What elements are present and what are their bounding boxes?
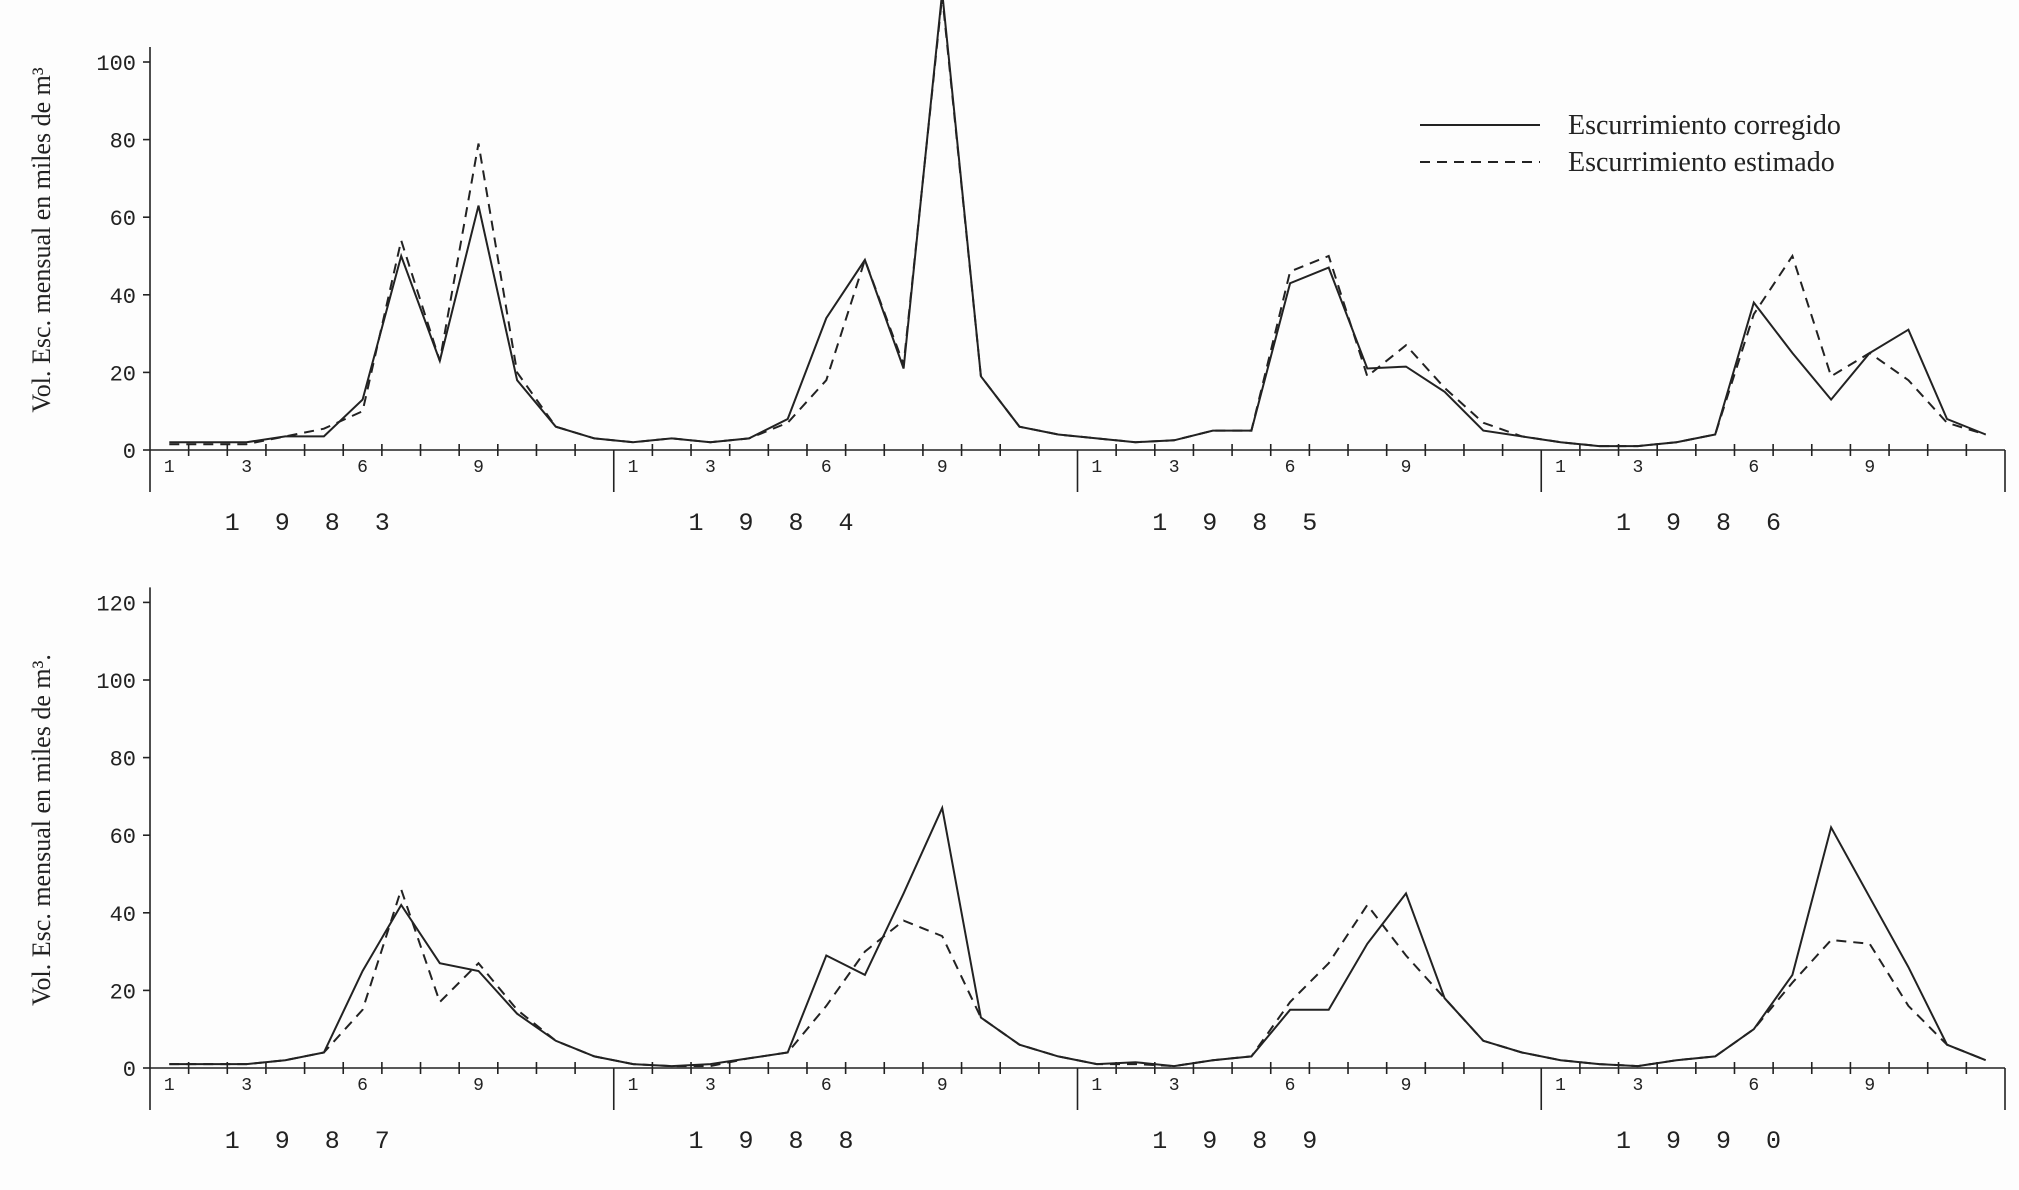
y-tick-label: 60 xyxy=(110,207,136,232)
y-tick-label: 20 xyxy=(110,980,136,1005)
month-tick-label: 6 xyxy=(1285,1076,1296,1096)
year-label: 1 9 9 0 xyxy=(1616,1127,1791,1156)
month-tick-label: 1 xyxy=(1555,458,1566,478)
month-tick-label: 3 xyxy=(705,1076,716,1096)
year-label: 1 9 8 3 xyxy=(225,509,400,538)
month-tick-label: 9 xyxy=(1401,1076,1412,1096)
axes xyxy=(143,587,2006,1110)
y-axis-label: Vol. Esc. mensual en miles de m³ xyxy=(27,67,56,412)
month-tick-label: 6 xyxy=(357,458,368,478)
month-tick-label: 3 xyxy=(241,1076,252,1096)
year-label: 1 9 8 9 xyxy=(1152,1127,1327,1156)
year-label: 1 9 8 7 xyxy=(225,1127,400,1156)
month-tick-label: 6 xyxy=(1285,458,1296,478)
month-tick-label: 6 xyxy=(1748,1076,1759,1096)
y-tick-label: 100 xyxy=(96,670,136,695)
y-tick-label: 60 xyxy=(110,825,136,850)
legend-label-estimado: Escurrimiento estimado xyxy=(1568,147,1835,178)
month-tick-label: 3 xyxy=(1632,458,1643,478)
month-tick-label: 9 xyxy=(1864,458,1875,478)
month-tick-label: 1 xyxy=(628,1076,639,1096)
month-tick-label: 6 xyxy=(821,458,832,478)
series-corregido-line xyxy=(169,804,1987,1068)
series-lines xyxy=(169,0,1987,448)
month-tick-label: 9 xyxy=(1864,1076,1875,1096)
legend: Escurrimiento corregido Escurrimiento es… xyxy=(1420,110,1841,178)
legend-label-corregido: Escurrimiento corregido xyxy=(1568,110,1841,141)
series-estimado-line xyxy=(169,0,1986,448)
y-tick-label: 0 xyxy=(123,440,136,465)
month-tick-label: 1 xyxy=(628,458,639,478)
month-tick-labels: 1 3 6 9 1 3 6 9 1 3 6 9 1 3 6 9 xyxy=(164,1076,1875,1096)
chart-panel-1987-1990: Vol. Esc. mensual en miles de m³. 0 20 40 6… xyxy=(27,587,2006,1156)
chart-panel-1983-1986: Vol. Esc. mensual en miles de m³ 0204060… xyxy=(27,0,2006,538)
series-estimado-line xyxy=(169,886,1987,1068)
y-axis-label: Vol. Esc. mensual en miles de m³. xyxy=(27,654,56,1006)
y-tick-label: 120 xyxy=(96,592,136,617)
series-lines xyxy=(169,804,1987,1068)
axes xyxy=(143,47,2006,492)
y-tick-labels: 0 20 40 60 80 100 xyxy=(96,52,136,465)
series-corregido-line xyxy=(169,0,1987,448)
month-tick-label: 1 xyxy=(1091,458,1102,478)
month-tick-label: 9 xyxy=(937,458,948,478)
y-tick-label: 40 xyxy=(110,903,136,928)
month-tick-label: 9 xyxy=(937,1076,948,1096)
month-tick-label: 3 xyxy=(1169,458,1180,478)
month-tick-label: 3 xyxy=(1632,1076,1643,1096)
month-tick-label: 1 xyxy=(1091,1076,1102,1096)
y-tick-label: 40 xyxy=(110,285,136,310)
y-tick-label: 100 xyxy=(96,52,136,77)
year-label: 1 9 8 5 xyxy=(1152,509,1327,538)
y-tick-labels: 0 20 40 60 80 100 120 xyxy=(96,592,136,1083)
month-tick-label: 3 xyxy=(1169,1076,1180,1096)
month-tick-label: 9 xyxy=(473,458,484,478)
month-tick-label: 3 xyxy=(241,458,252,478)
month-tick-label: 1 xyxy=(1555,1076,1566,1096)
year-label: 1 9 8 4 xyxy=(689,509,864,538)
month-tick-labels: 1 3 6 9 1 3 6 9 1 3 6 9 1 3 6 9 xyxy=(164,458,1875,478)
month-tick-label: 1 xyxy=(164,1076,175,1096)
y-tick-label: 20 xyxy=(110,362,136,387)
y-tick-label: 80 xyxy=(110,130,136,155)
year-labels: 1 9 8 7 1 9 8 8 1 9 8 9 1 9 9 0 xyxy=(225,1127,1791,1156)
month-tick-label: 3 xyxy=(705,458,716,478)
y-tick-label: 80 xyxy=(110,748,136,773)
month-tick-label: 1 xyxy=(164,458,175,478)
month-tick-label: 9 xyxy=(473,1076,484,1096)
y-tick-label: 0 xyxy=(123,1058,136,1083)
year-label: 1 9 8 6 xyxy=(1616,509,1791,538)
month-tick-label: 6 xyxy=(1748,458,1759,478)
month-tick-label: 6 xyxy=(357,1076,368,1096)
year-label: 1 9 8 8 xyxy=(689,1127,864,1156)
year-labels: 1 9 8 3 1 9 8 4 1 9 8 5 1 9 8 6 xyxy=(225,509,1791,538)
month-tick-label: 6 xyxy=(821,1076,832,1096)
month-tick-label: 9 xyxy=(1401,458,1412,478)
